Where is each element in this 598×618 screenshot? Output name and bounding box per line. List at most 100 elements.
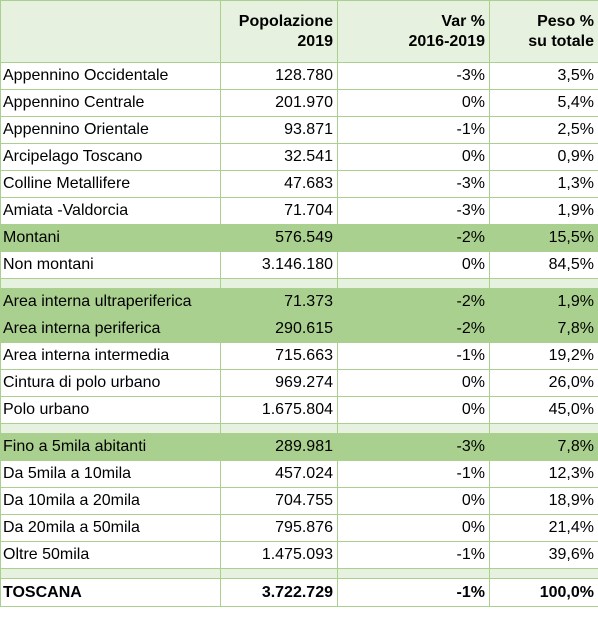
row-population: 32.541 [220,143,338,171]
row-var: -2% [337,224,490,252]
row-population: 128.780 [220,62,338,90]
header-var-line2: 2016-2019 [408,32,485,50]
row-var: 0% [337,396,490,424]
table-body: Appennino Occidentale 128.780 -3% 3,5% Appen… [0,62,598,607]
row-population: 715.663 [220,342,338,370]
separator-cell [220,568,338,579]
row-label: Area interna ultraperiferica [0,288,221,316]
row-population: 3.146.180 [220,251,338,279]
separator-cell [220,278,338,289]
row-label: Polo urbano [0,396,221,424]
table-row: Amiata -Valdorcia 71.704 -3% 1,9% [0,197,598,225]
header-weight-line2: su totale [528,32,594,50]
table-row: TOSCANA 3.722.729 -1% 100,0% [0,578,598,607]
separator-cell [489,568,598,579]
header-weight-line1: Peso % [537,12,594,30]
row-label: TOSCANA [0,578,221,607]
row-var: 0% [337,143,490,171]
row-var: -3% [337,170,490,198]
row-label: Amiata -Valdorcia [0,197,221,225]
row-var: -2% [337,315,490,343]
table-row: Montani 576.549 -2% 15,5% [0,224,598,252]
header-population-line2: 2019 [297,32,333,50]
row-weight: 7,8% [489,433,598,461]
row-weight: 100,0% [489,578,598,607]
separator-cell [337,568,490,579]
table-row: Da 5mila a 10mila 457.024 -1% 12,3% [0,460,598,488]
header-population-line1: Popolazione [238,12,333,30]
row-population: 47.683 [220,170,338,198]
row-weight: 26,0% [489,369,598,397]
row-label: Montani [0,224,221,252]
row-label: Area interna intermedia [0,342,221,370]
row-weight: 7,8% [489,315,598,343]
row-population: 576.549 [220,224,338,252]
row-label: Non montani [0,251,221,279]
row-var: -1% [337,460,490,488]
table-row: Area interna periferica 290.615 -2% 7,8% [0,315,598,343]
row-weight: 12,3% [489,460,598,488]
row-var: -2% [337,288,490,316]
row-var: -1% [337,342,490,370]
row-label: Fino a 5mila abitanti [0,433,221,461]
row-var: 0% [337,487,490,515]
separator-cell [337,423,490,434]
table-row: Non montani 3.146.180 0% 84,5% [0,251,598,279]
row-weight: 0,9% [489,143,598,171]
row-var: -3% [337,197,490,225]
header-var: Var % 2016-2019 [337,0,490,63]
row-population: 1.475.093 [220,541,338,569]
row-var: -3% [337,433,490,461]
row-var: -1% [337,541,490,569]
row-var: 0% [337,369,490,397]
row-population: 71.704 [220,197,338,225]
row-label: Appennino Occidentale [0,62,221,90]
row-population: 795.876 [220,514,338,542]
table-row: Colline Metallifere 47.683 -3% 1,3% [0,170,598,198]
row-label: Colline Metallifere [0,170,221,198]
table-row: Da 10mila a 20mila 704.755 0% 18,9% [0,487,598,515]
row-label: Cintura di polo urbano [0,369,221,397]
header-weight: Peso % su totale [489,0,598,63]
header-row: Popolazione 2019 Var % 2016-2019 Peso % … [0,0,598,63]
row-var: -1% [337,578,490,607]
row-weight: 5,4% [489,89,598,117]
group-separator [0,278,598,289]
row-var: -1% [337,116,490,144]
row-weight: 3,5% [489,62,598,90]
row-weight: 15,5% [489,224,598,252]
row-var: 0% [337,251,490,279]
row-label: Appennino Orientale [0,116,221,144]
separator-cell [489,423,598,434]
table-row: Polo urbano 1.675.804 0% 45,0% [0,396,598,424]
separator-cell [220,423,338,434]
table-row: Oltre 50mila 1.475.093 -1% 39,6% [0,541,598,569]
table-row: Fino a 5mila abitanti 289.981 -3% 7,8% [0,433,598,461]
group-separator [0,568,598,579]
header-label-cell [0,0,221,63]
group-separator [0,423,598,434]
row-population: 704.755 [220,487,338,515]
separator-cell [337,278,490,289]
table-row: Appennino Orientale 93.871 -1% 2,5% [0,116,598,144]
row-label: Da 5mila a 10mila [0,460,221,488]
row-weight: 1,9% [489,197,598,225]
row-var: -3% [337,62,490,90]
header-population: Popolazione 2019 [220,0,338,63]
row-weight: 18,9% [489,487,598,515]
separator-cell [0,568,221,579]
row-population: 969.274 [220,369,338,397]
row-label: Area interna periferica [0,315,221,343]
separator-cell [0,423,221,434]
row-population: 289.981 [220,433,338,461]
row-population: 201.970 [220,89,338,117]
row-weight: 84,5% [489,251,598,279]
row-weight: 39,6% [489,541,598,569]
header-var-line1: Var % [441,12,485,30]
table-row: Cintura di polo urbano 969.274 0% 26,0% [0,369,598,397]
table-row: Area interna ultraperiferica 71.373 -2% 1,9… [0,288,598,316]
row-label: Da 20mila a 50mila [0,514,221,542]
table-row: Appennino Occidentale 128.780 -3% 3,5% [0,62,598,90]
row-var: 0% [337,89,490,117]
